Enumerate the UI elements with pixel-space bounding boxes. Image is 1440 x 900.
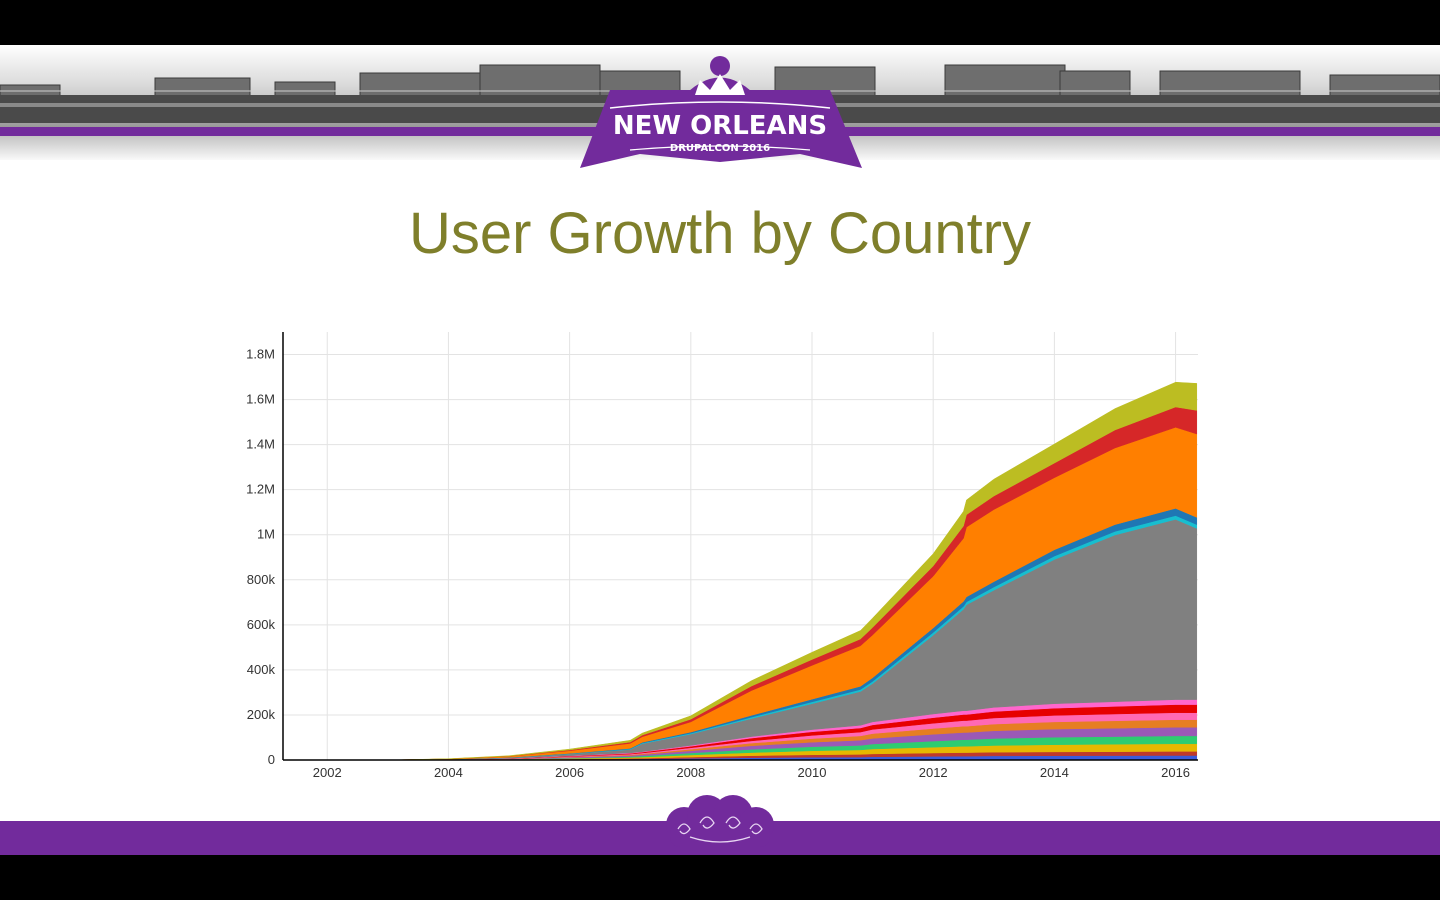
y-tick-label: 1.2M: [246, 482, 275, 497]
chart-axes: 2002 2004 2006 2008 2010 2012 2014 2016 0 200k 400…: [246, 332, 1198, 780]
y-tick-label: 1.4M: [246, 437, 275, 452]
chart-areas: [284, 381, 1198, 761]
y-tick-label: 1.8M: [246, 347, 275, 362]
stacked-area-chart: 2002 2004 2006 2008 2010 2012 2014 2016 0 200k 400…: [246, 332, 1198, 780]
logo-subtext: DRUPALCON 2016: [670, 143, 770, 154]
footer-ornament-icon: [666, 795, 774, 847]
x-tick-label: 2004: [434, 765, 463, 780]
area-series: [284, 381, 1198, 761]
x-tick-label: 2016: [1161, 765, 1190, 780]
y-tick-label: 0: [268, 752, 275, 767]
y-tick-label: 1M: [257, 527, 275, 542]
slide-title: User Growth by Country: [408, 201, 1032, 266]
x-tick-label: 2010: [798, 765, 827, 780]
logo-text: NEW ORLEANS: [613, 111, 827, 141]
x-tick-label: 2002: [313, 765, 342, 780]
x-tick-label: 2008: [676, 765, 705, 780]
y-tick-label: 600k: [247, 617, 276, 632]
x-tick-label: 2006: [555, 765, 584, 780]
y-tick-label: 400k: [247, 662, 276, 677]
x-tick-label: 2014: [1040, 765, 1069, 780]
slide: NEW ORLEANS DRUPALCON 2016 User Growth b…: [0, 45, 1440, 855]
drupalcon-new-orleans-logo: NEW ORLEANS DRUPALCON 2016: [580, 56, 862, 168]
y-tick-label: 200k: [247, 707, 276, 722]
x-tick-label: 2012: [919, 765, 948, 780]
y-tick-label: 800k: [247, 572, 276, 587]
y-tick-label: 1.6M: [246, 392, 275, 407]
